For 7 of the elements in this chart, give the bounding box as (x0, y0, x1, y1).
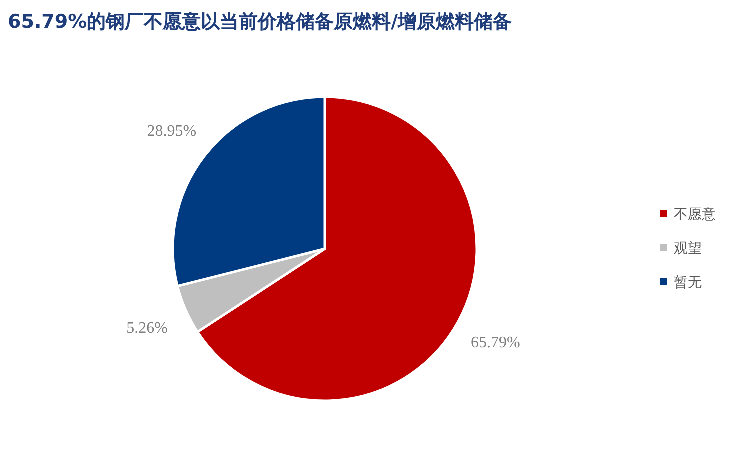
legend-label: 观望 (674, 241, 702, 257)
legend-label: 不愿意 (674, 207, 716, 223)
legend-label: 暂无 (674, 275, 702, 291)
data-label: 28.95% (147, 122, 197, 140)
chart-title: 65.79%的钢厂不愿意以当前价格储备原燃料/增原燃料储备 (8, 11, 512, 33)
data-label: 5.26% (126, 320, 168, 337)
data-label: 65.79% (470, 334, 520, 352)
